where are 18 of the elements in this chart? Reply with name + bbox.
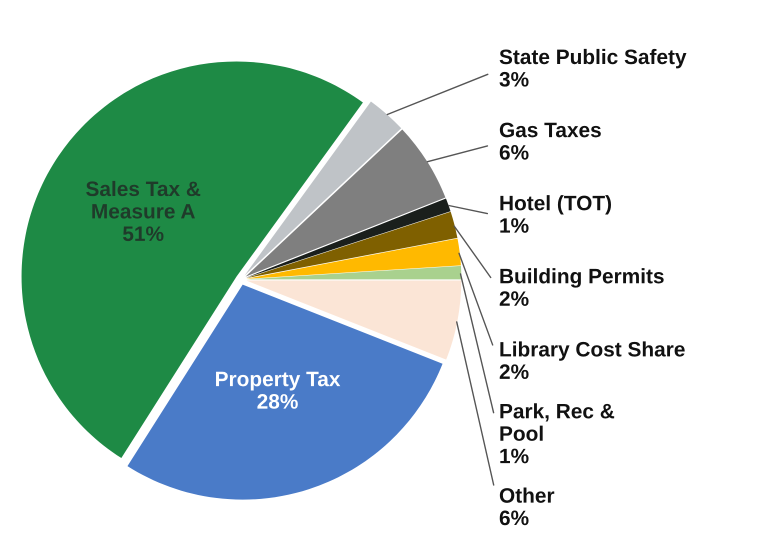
slice-label: State Public Safety: [500, 48, 686, 68]
slice-label: Gas Taxes: [500, 122, 601, 138]
slice-label: Hotel (TOT): [500, 195, 612, 215]
data-label: 2%: [500, 364, 529, 380]
data-label: 1%: [500, 218, 529, 233]
slice-label: Building Permits: [500, 268, 664, 288]
data-label: 1%: [500, 448, 529, 464]
data-label: 51%: [122, 226, 164, 242]
slice-label: Library Cost Share: [500, 341, 685, 361]
slice-label: Park, Rec & Pool: [500, 403, 614, 441]
slice-label: Sales Tax & Measure A: [86, 180, 200, 219]
slice-label: Property Tax: [216, 372, 340, 390]
data-label: 3%: [499, 72, 529, 87]
data-label: 6%: [500, 145, 529, 160]
data-label: 28%: [257, 394, 298, 409]
slice-label: Other: [500, 488, 554, 503]
data-label: 2%: [500, 291, 529, 306]
data-label: 6%: [500, 510, 529, 526]
